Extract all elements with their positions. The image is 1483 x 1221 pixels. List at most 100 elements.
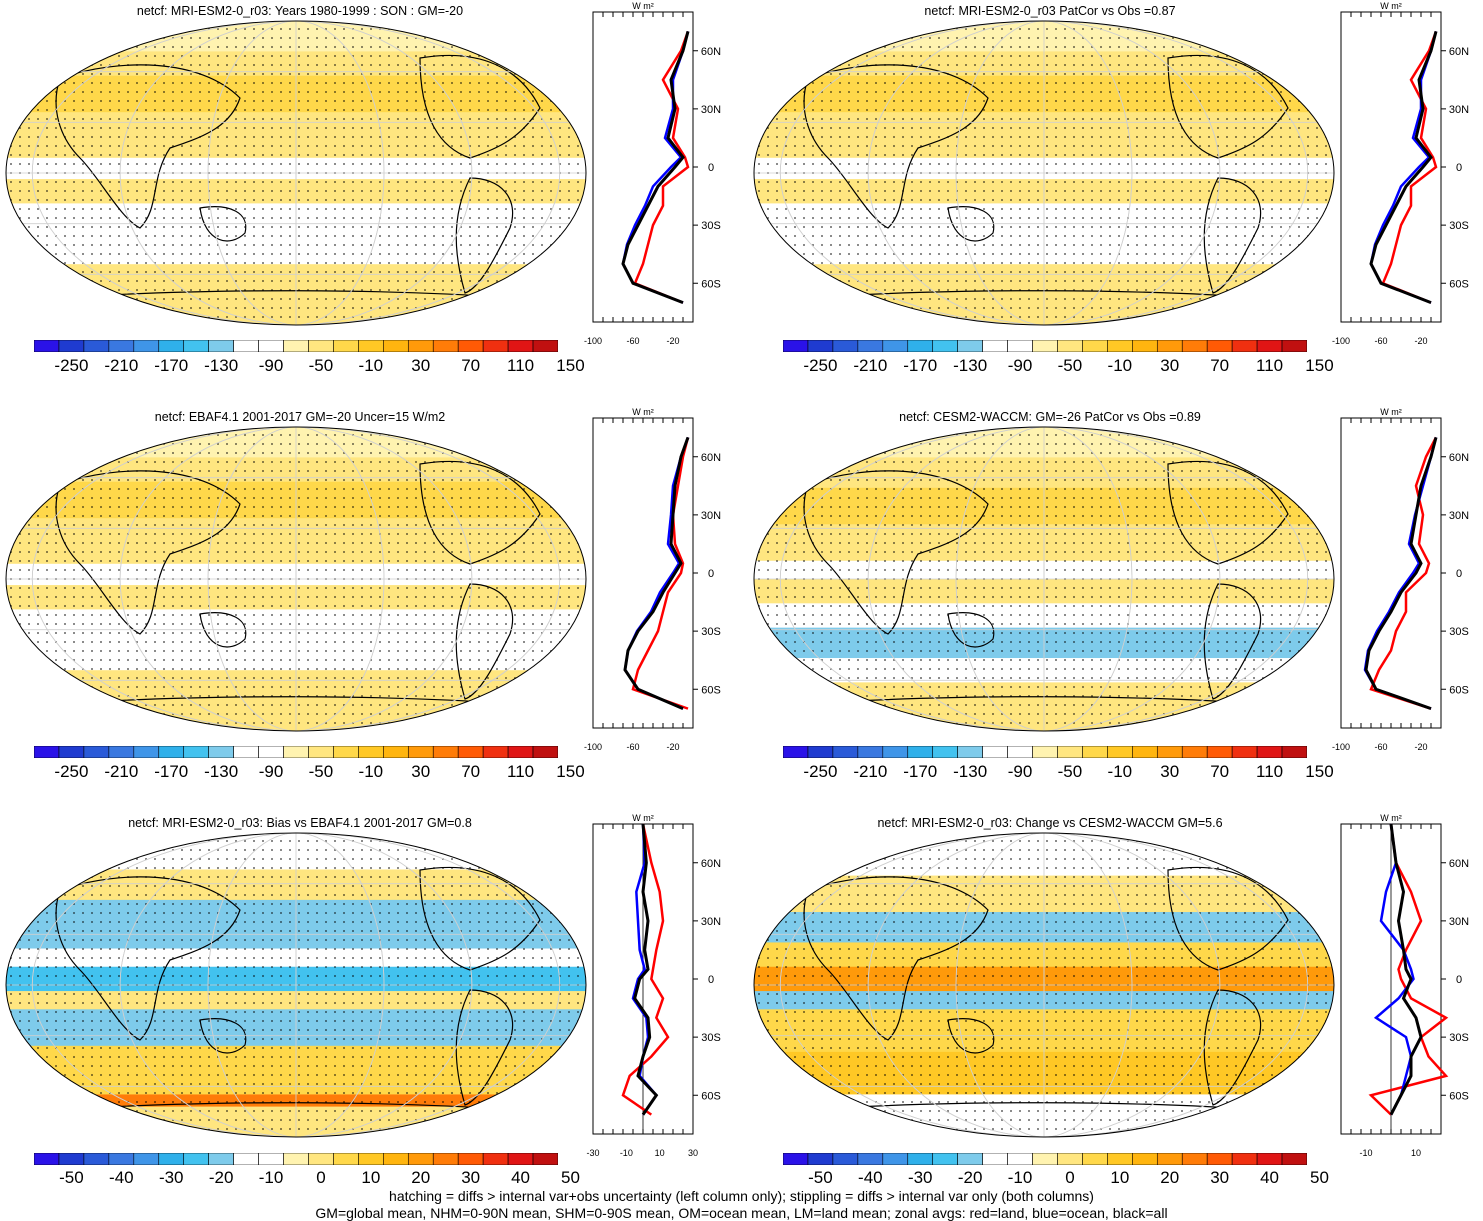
colorbar-tick-label: -130: [953, 356, 988, 375]
map-border: [753, 20, 1335, 326]
colorbar-swatch: [308, 1153, 334, 1165]
colorbar-tick-label: -170: [903, 356, 938, 375]
colorbar-swatch: [233, 340, 259, 352]
colorbar-tick-label: 110: [1256, 762, 1284, 781]
zonal-line-land: [1381, 30, 1438, 304]
colorbar-tick-label: -30: [907, 1168, 933, 1187]
panel-title-1: netcf: MRI-ESM2-0_r03: Years 1980-1999 :…: [136, 4, 464, 18]
zonal-lat-label: 60N: [1449, 858, 1469, 870]
zonal-lat-label: 60S: [1449, 1090, 1469, 1102]
zonal-lat-label: 60N: [701, 858, 721, 870]
colorbar-tick-label: 20: [411, 1168, 431, 1187]
zonal-unit-label: W m²: [1380, 1, 1402, 11]
colorbar-tick-label: -210: [104, 356, 139, 375]
colorbar-swatch: [283, 340, 309, 352]
panel-title-4: netcf: CESM2-WACCM: GM=-26 PatCor vs Obs…: [899, 410, 1201, 424]
colorbar-swatch: [457, 1153, 484, 1165]
zonal-x-label: -100: [584, 336, 602, 346]
colorbar-swatch: [457, 340, 484, 352]
zonal-frame: [1340, 11, 1442, 323]
panel-title-3: netcf: EBAF4.1 2001-2017 GM=-20 Uncer=15…: [154, 410, 446, 424]
colorbar-swatch: [1007, 1153, 1033, 1165]
graticule-lon: [779, 427, 1309, 731]
colorbar-swatch: [1107, 340, 1133, 352]
map-field: [6, 21, 586, 325]
zonal-x-label: -30: [586, 1148, 599, 1158]
map-border: [753, 426, 1335, 732]
zonal-line-all: [633, 823, 659, 1116]
colorbar-tick-label: 30: [1160, 356, 1180, 375]
colorbar-swatch: [1156, 1153, 1183, 1165]
colorbar-swatch: [482, 340, 509, 352]
colorbar-tick-label: -130: [953, 762, 988, 781]
graticule-lon: [779, 21, 1309, 325]
map-field: [6, 427, 586, 731]
zonal-line-land: [621, 823, 670, 1116]
colorbar-swatch: [108, 746, 135, 758]
zonal-unit-label: W m²: [632, 813, 654, 823]
zonal-lat-label: 30N: [701, 916, 721, 928]
colorbar-swatch: [1057, 1153, 1083, 1165]
colorbar-tick-label: -210: [853, 356, 888, 375]
colorbar-swatch: [1107, 746, 1133, 758]
colorbar-tick-label: 10: [1110, 1168, 1130, 1187]
colorbar-tick-label: -50: [1057, 762, 1083, 781]
zonal-lat-label: 0: [1456, 162, 1462, 174]
colorbar-tick-label: 70: [461, 356, 481, 375]
graticule-lon: [119, 427, 473, 731]
zonal-x-label: -100: [1332, 742, 1350, 752]
zonal-lat-label: 0: [1456, 568, 1462, 580]
colorbar-swatch: [882, 1153, 909, 1165]
zonal-lat-label: 60S: [1449, 278, 1469, 290]
colorbar-tick-label: -20: [208, 1168, 234, 1187]
colorbar-swatch: [158, 746, 185, 758]
colorbar-swatch: [1256, 746, 1283, 758]
colorbar-tick-label: -10: [1107, 762, 1133, 781]
colorbar-swatch: [358, 1153, 384, 1165]
zonal-x-label: -20: [666, 336, 679, 346]
colorbar-swatch: [83, 340, 110, 352]
colorbar-swatch: [982, 340, 1008, 352]
colorbar-swatch: [1156, 746, 1183, 758]
colorbar-tick-label: -250: [54, 356, 89, 375]
colorbar-tick-label: -40: [109, 1168, 134, 1187]
colorbar-tick-label: -90: [1007, 762, 1033, 781]
colorbar-swatch: [1082, 1153, 1108, 1165]
zonal-line-all: [621, 31, 690, 305]
graticule-lon: [207, 427, 385, 731]
colorbar-4: [783, 746, 1307, 758]
colorbar-swatch: [482, 1153, 509, 1165]
colorbar-swatch: [807, 746, 834, 758]
colorbar-swatch: [1007, 746, 1033, 758]
zonal-plot-5: W m² 60N 30N 0 30S 60S -30 -10 10 30: [586, 813, 721, 1158]
zonal-lat-label: 0: [708, 568, 714, 580]
colorbar-swatch: [1256, 340, 1283, 352]
colorbar-swatch: [333, 746, 359, 758]
colorbar-swatch: [832, 746, 859, 758]
colorbar-tick-label: 10: [361, 1168, 381, 1187]
colorbar-tick-label: 150: [556, 762, 585, 781]
colorbar-swatch: [482, 746, 509, 758]
colorbar-swatch: [1132, 1153, 1158, 1165]
zonal-x-label: -10: [620, 1148, 633, 1158]
graticule-lon: [867, 833, 1221, 1137]
zonal-lat-label: 30S: [701, 1032, 721, 1044]
colorbar-swatch: [183, 746, 209, 758]
colorbar-swatch: [333, 340, 359, 352]
colorbar-tick-label: 30: [461, 1168, 481, 1187]
colorbar-tick-label: -10: [358, 356, 384, 375]
zonal-x-label: 10: [655, 1148, 665, 1158]
colorbar-swatch: [907, 1153, 934, 1165]
zonal-line-land: [1369, 436, 1438, 710]
zonal-lat-label: 30S: [1449, 626, 1469, 638]
map-border: [5, 832, 587, 1138]
zonal-x-label: -100: [1332, 336, 1350, 346]
zonal-line-ocean: [1373, 823, 1415, 1116]
colorbar-tick-label: 110: [507, 762, 535, 781]
colorbar-swatch: [58, 746, 85, 758]
colorbar-swatch: [183, 1153, 209, 1165]
colorbar-tick-label: -130: [204, 762, 239, 781]
map-panel-6: [753, 832, 1335, 1138]
colorbar-swatch: [407, 1153, 434, 1165]
colorbar-swatch: [507, 746, 534, 758]
